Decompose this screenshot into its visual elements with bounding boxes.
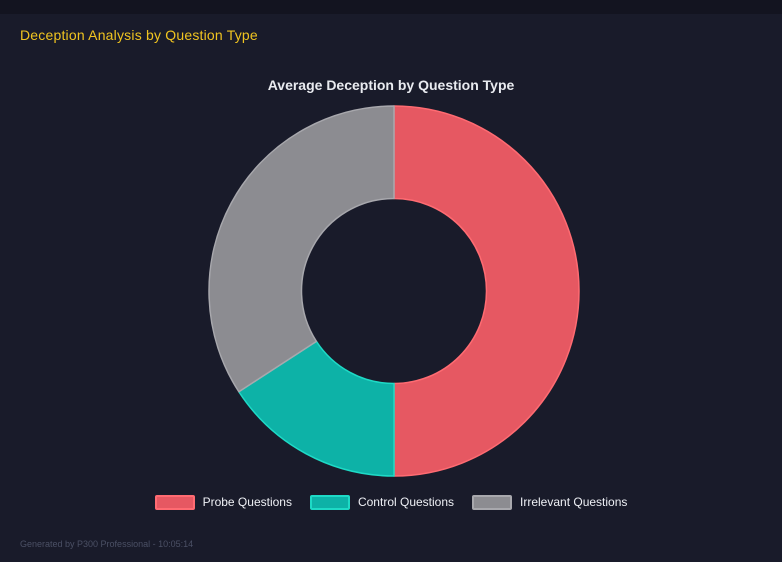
chart-title: Average Deception by Question Type [267,77,515,93]
legend-item-probe-questions[interactable]: Probe Questions [154,495,292,510]
legend-item-irrelevant-questions[interactable]: Irrelevant Questions [472,495,627,510]
chart-legend: Probe Questions Control Questions Irreleva… [0,495,782,510]
legend-label-irrelevant-questions: Irrelevant Questions [520,495,628,509]
footer-note: Generated by P300 Professional - 10:05:1… [20,539,194,549]
donut-slice-irrelevant-questions[interactable] [208,105,395,393]
legend-label-probe-questions: Probe Questions [202,495,292,509]
donut-slice-probe-questions[interactable] [393,105,580,477]
page-title: Deception Analysis by Question Type [20,27,258,43]
top-strip [0,0,782,14]
legend-item-control-questions[interactable]: Control Questions [309,495,455,510]
legend-label-control-questions: Control Questions [357,495,455,509]
legend-swatch-control-questions [309,495,350,510]
legend-swatch-irrelevant-questions [472,495,513,510]
legend-swatch-probe-questions [154,495,195,510]
donut-slice-control-questions[interactable] [238,340,395,477]
